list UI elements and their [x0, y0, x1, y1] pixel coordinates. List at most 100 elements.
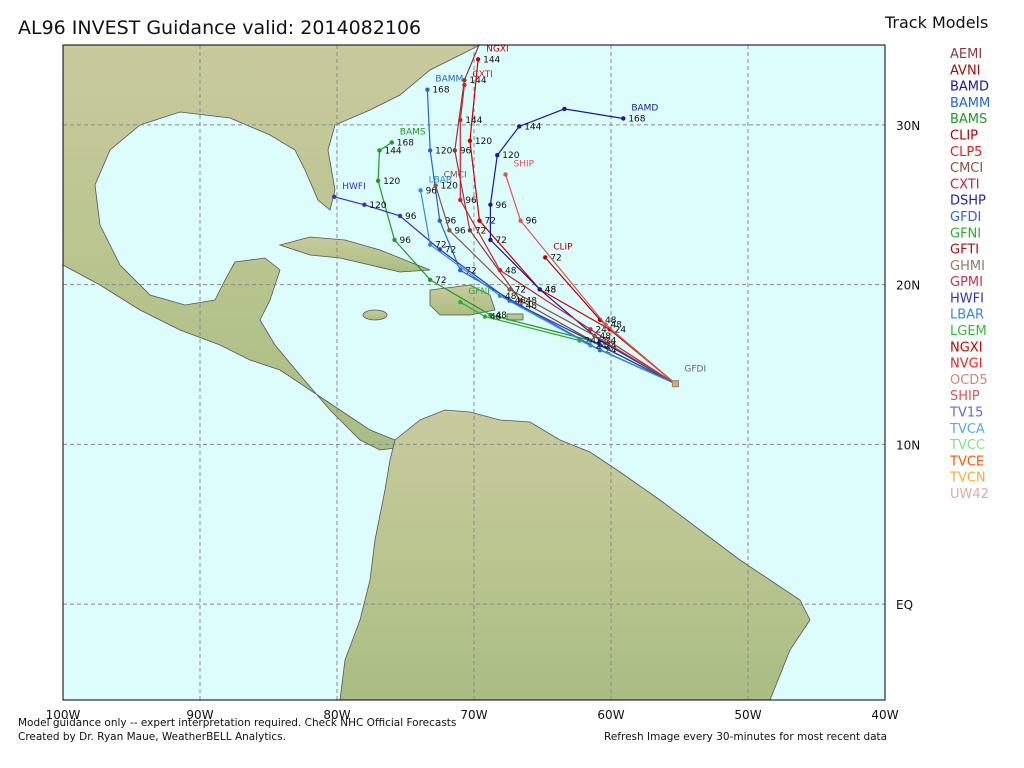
forecast-hour: 144 — [469, 76, 486, 86]
track-point — [375, 178, 381, 183]
forecast-hour: 24 — [595, 341, 607, 351]
lon-tick-label: 60W — [597, 708, 624, 722]
track-point — [458, 300, 463, 305]
forecast-hour: 48 — [611, 321, 623, 331]
forecast-hour: 120 — [435, 146, 452, 156]
legend-entry: GFDI — [950, 210, 981, 225]
forecast-hour: 168 — [628, 114, 645, 124]
track-point — [488, 237, 493, 243]
track-point — [425, 87, 430, 92]
legend-entry: TVCE — [949, 454, 984, 469]
forecast-hour: 48 — [505, 292, 517, 302]
forecast-hour: 144 — [524, 122, 541, 132]
legend-entry: NVGI — [950, 357, 983, 372]
track-label: BAMS — [400, 127, 426, 137]
track-label: GFNI — [468, 287, 490, 297]
track-point — [482, 314, 488, 319]
forecast-hour: 96 — [526, 217, 538, 227]
lon-tick-label: 100W — [46, 708, 81, 722]
jamaica — [362, 309, 388, 321]
forecast-hour: 48 — [600, 332, 612, 342]
track-point — [458, 117, 463, 123]
track-point — [588, 343, 593, 348]
track-point — [475, 57, 481, 62]
legend-entry: GFTI — [950, 243, 979, 258]
forecast-hour: 96 — [454, 226, 466, 236]
forecast-hour: 24 — [595, 337, 607, 347]
track-label: CLIP — [553, 242, 573, 252]
track-point — [517, 124, 522, 129]
track-point — [418, 188, 423, 193]
forecast-hour: 48 — [545, 285, 557, 295]
forecast-hour: 72 — [435, 276, 446, 286]
track-point — [467, 228, 473, 233]
track-point — [543, 255, 548, 260]
track-point — [497, 268, 503, 273]
start-label: GFDI — [684, 365, 706, 375]
forecast-hour: 24 — [605, 341, 617, 351]
track-point — [377, 148, 382, 153]
track-point — [495, 153, 500, 158]
legend-entry: AEMI — [950, 47, 982, 62]
forecast-hour: 48 — [545, 285, 557, 295]
forecast-hour: 24 — [615, 325, 627, 335]
forecast-hour: 48 — [605, 316, 617, 326]
track-point — [562, 106, 567, 112]
track-point — [588, 327, 593, 332]
lat-tick-label: 10N — [896, 438, 920, 452]
lat-tick-label: 30N — [896, 119, 920, 133]
forecast-hour: 72 — [445, 245, 456, 255]
lat-tick-label: EQ — [896, 598, 913, 612]
forecast-hour: 24 — [584, 337, 596, 347]
track-point — [427, 277, 433, 283]
forecast-hour: 144 — [465, 116, 482, 126]
track-label: SHIP — [514, 159, 535, 169]
track-point — [427, 242, 433, 247]
track-point — [488, 202, 493, 207]
forecast-hour: 72 — [515, 285, 526, 295]
axis-labels: 100W 90W 80W 70W 60W 50W 40W 30N 20N 10N EQ — [46, 119, 921, 722]
forecast-hour: 168 — [432, 86, 449, 96]
legend-entry: UW42 — [950, 487, 989, 502]
forecast-hour: 120 — [383, 177, 400, 187]
track-label: CXTI — [472, 70, 492, 80]
legend-entry: HWFI — [950, 291, 984, 306]
start-marker — [671, 380, 679, 388]
legend-entry: CLIP — [950, 128, 978, 143]
forecast-hour: 96 — [495, 201, 507, 211]
forecast-hour: 96 — [400, 236, 412, 246]
legend-entry: BAMD — [950, 80, 989, 95]
lon-tick-label: 50W — [734, 708, 761, 722]
track-point — [389, 140, 394, 145]
forecast-hour: 120 — [502, 151, 519, 161]
track-point — [462, 82, 467, 88]
track-point — [507, 287, 512, 292]
legend-entry: BAMS — [950, 112, 987, 127]
track-point — [392, 237, 397, 243]
forecast-hour: 168 — [397, 138, 414, 148]
track-point — [603, 322, 608, 327]
legend-entry: GPMI — [950, 275, 983, 290]
footer-credit: Created by Dr. Ryan Maue, WeatherBELL An… — [18, 731, 286, 743]
legend-entry: TV15 — [949, 406, 983, 421]
legend-entry: NGXI — [950, 340, 983, 355]
track-point — [537, 287, 542, 292]
forecast-hour: 24 — [595, 325, 607, 335]
legend-entry: TVCC — [949, 438, 985, 453]
forecast-hour: 120 — [441, 182, 458, 192]
forecast-hour: 72 — [550, 253, 561, 263]
track-point — [332, 194, 337, 199]
track-point — [597, 343, 603, 348]
forecast-hour: 96 — [426, 186, 438, 196]
track-label: BAMD — [631, 103, 658, 113]
legend-entry: OCD5 — [950, 373, 988, 388]
legend-entry: TVCN — [949, 471, 986, 486]
track-point — [437, 218, 442, 223]
track-point — [433, 183, 438, 188]
track-point — [462, 77, 467, 83]
tracks: 24487296144168AEMI244872120144NGXI244872… — [332, 3, 706, 388]
track-label: AEMI — [498, 3, 520, 13]
track-point — [621, 116, 626, 121]
